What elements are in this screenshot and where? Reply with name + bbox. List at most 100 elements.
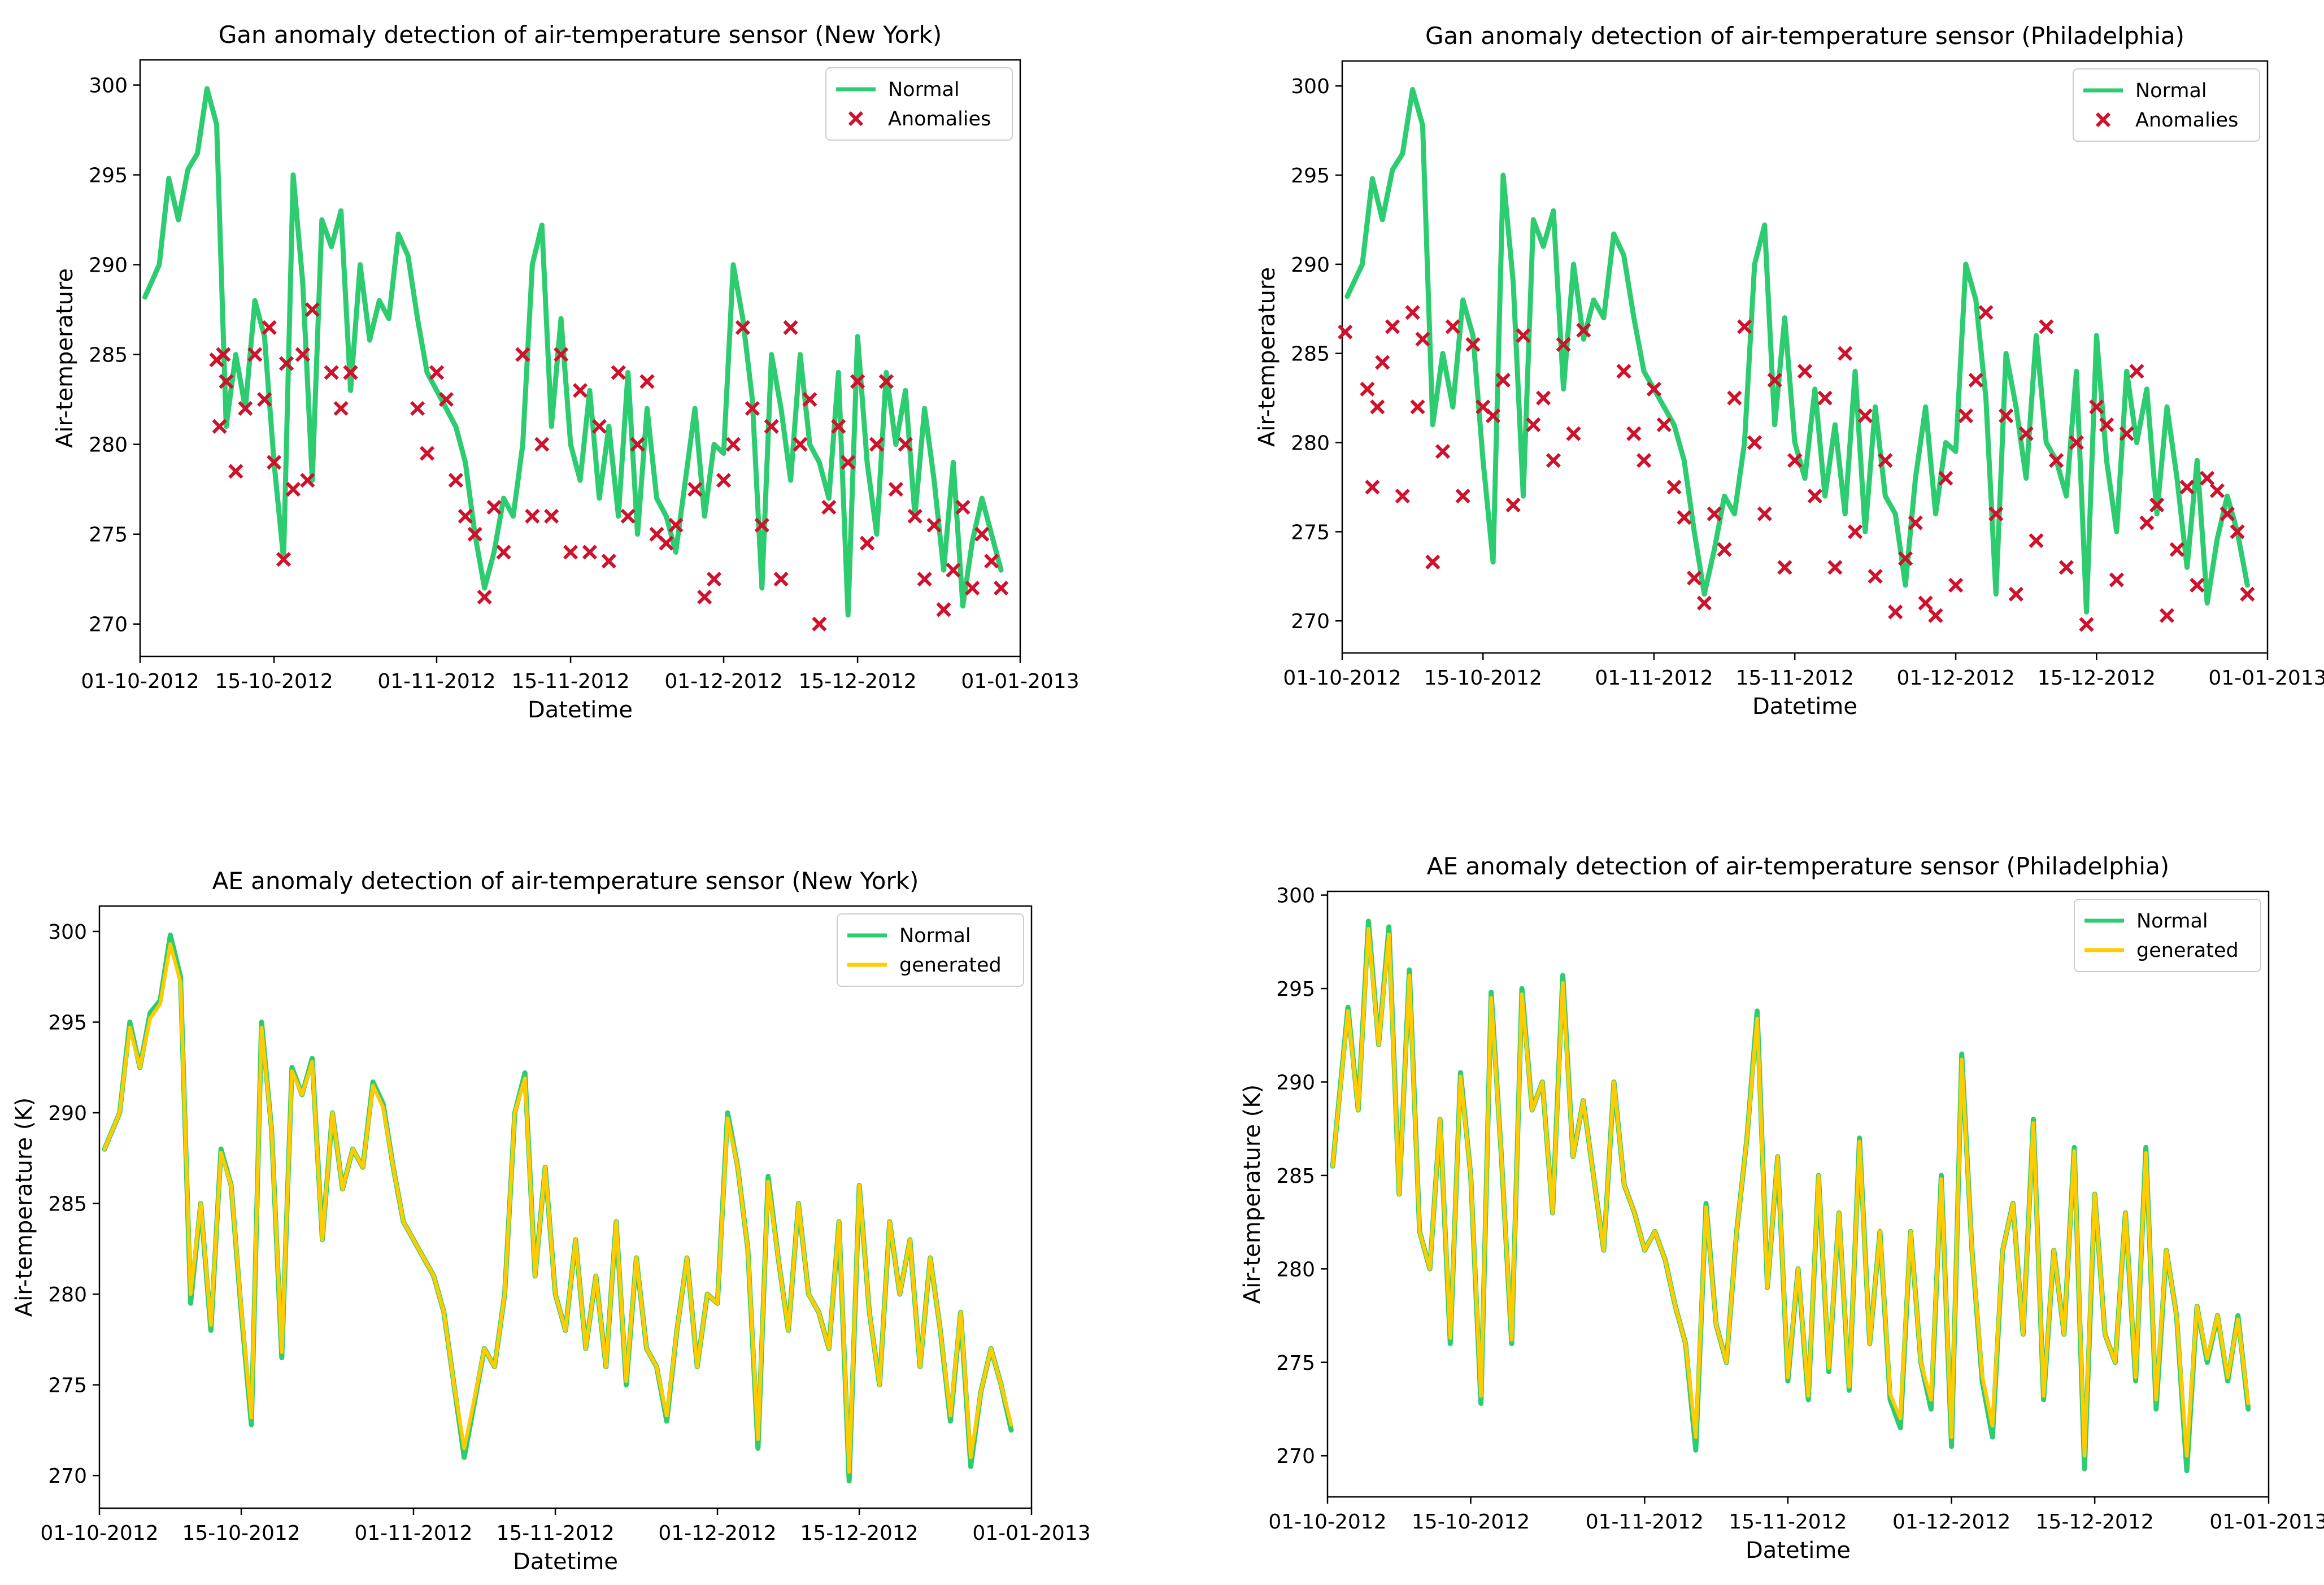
anomaly-marker bbox=[1817, 390, 1833, 406]
anomaly-marker bbox=[2129, 364, 2144, 379]
anomaly-marker-stroke bbox=[965, 581, 980, 596]
anomaly-marker-stroke bbox=[793, 437, 808, 452]
series-line-generated bbox=[102, 942, 1013, 1474]
anomaly-marker bbox=[773, 572, 789, 587]
y-tick-label: 285 bbox=[48, 1193, 87, 1216]
anomaly-marker-stroke bbox=[1415, 332, 1430, 347]
anomaly-marker-stroke bbox=[2219, 506, 2235, 521]
legend-box bbox=[2073, 68, 2260, 142]
x-tick-label: 01-12-2012 bbox=[658, 1522, 776, 1545]
anomaly-marker-stroke bbox=[716, 473, 732, 488]
anomaly-marker bbox=[2139, 515, 2155, 530]
anomaly-marker bbox=[2039, 319, 2054, 334]
x-tick-label: 01-12-2012 bbox=[1896, 667, 2014, 690]
anomaly-marker bbox=[262, 320, 277, 336]
anomaly-marker-stroke bbox=[262, 320, 277, 336]
anomaly-marker bbox=[2089, 399, 2104, 415]
anomaly-marker bbox=[955, 499, 970, 515]
anomaly-marker bbox=[754, 517, 769, 533]
anomaly-marker-stroke bbox=[955, 499, 970, 515]
y-axis-label: Air-temperature (K) bbox=[11, 1098, 37, 1317]
anomaly-marker bbox=[783, 320, 798, 336]
anomaly-marker bbox=[1838, 346, 1853, 361]
anomaly-marker bbox=[725, 437, 741, 452]
y-axis-label: Air-temperature bbox=[52, 268, 78, 448]
anomaly-marker-stroke bbox=[419, 446, 435, 461]
anomaly-marker bbox=[984, 554, 999, 569]
legend: Normal Anomalies bbox=[825, 67, 1013, 141]
anomaly-marker bbox=[1898, 551, 1913, 566]
anomaly-marker bbox=[2230, 524, 2245, 539]
anomaly-marker-stroke bbox=[2149, 497, 2165, 513]
anomaly-marker-stroke bbox=[1425, 554, 1440, 570]
anomaly-marker-stroke bbox=[1375, 355, 1390, 370]
chart-title: AE anomaly detection of air-temperature … bbox=[212, 867, 919, 895]
anomaly-marker bbox=[907, 508, 922, 524]
anomaly-marker-stroke bbox=[2119, 426, 2134, 441]
anomaly-marker bbox=[946, 563, 961, 578]
anomaly-marker-stroke bbox=[1485, 408, 1501, 424]
anomaly-marker bbox=[1360, 381, 1375, 397]
anomaly-marker-stroke bbox=[257, 392, 272, 407]
anomaly-marker-stroke bbox=[1646, 381, 1662, 397]
y-tick-label: 295 bbox=[89, 164, 128, 188]
y-tick-label: 295 bbox=[1291, 164, 1330, 188]
x-tick-label: 15-12-2012 bbox=[798, 670, 916, 693]
anomaly-marker-stroke bbox=[458, 508, 473, 524]
x-tick-label: 01-10-2012 bbox=[1283, 667, 1401, 690]
x-tick-label: 15-10-2012 bbox=[1424, 667, 1542, 690]
legend: Normal Anomalies bbox=[2073, 68, 2260, 142]
anomaly-marker-stroke bbox=[1948, 577, 1964, 593]
x-tick-label: 01-12-2012 bbox=[664, 670, 782, 693]
anomaly-marker bbox=[1415, 332, 1430, 347]
anomaly-marker-stroke bbox=[1797, 364, 1813, 379]
anomaly-marker bbox=[419, 446, 435, 461]
anomaly-marker-stroke bbox=[1777, 560, 1792, 575]
anomaly-marker-stroke bbox=[1465, 337, 1481, 352]
anomaly-marker-stroke bbox=[300, 473, 315, 488]
anomaly-marker bbox=[812, 616, 827, 632]
anomaly-marker-stroke bbox=[1857, 408, 1873, 424]
anomaly-marker bbox=[2169, 542, 2184, 558]
anomaly-marker-stroke bbox=[1998, 408, 2014, 424]
anomaly-marker-stroke bbox=[1455, 489, 1470, 504]
anomaly-marker bbox=[1425, 554, 1440, 570]
anomaly-marker bbox=[1566, 426, 1581, 441]
anomaly-marker-stroke bbox=[946, 563, 961, 578]
chart-title: Gan anomaly detection of air-temperature… bbox=[1425, 22, 2184, 50]
anomaly-marker-stroke bbox=[898, 437, 913, 452]
anomaly-marker bbox=[1968, 372, 1983, 388]
x-tick-label: 01-01-2013 bbox=[961, 670, 1079, 693]
anomaly-marker bbox=[639, 374, 655, 389]
anomaly-marker bbox=[534, 437, 550, 452]
anomaly-marker bbox=[1465, 337, 1481, 352]
anomaly-marker-stroke bbox=[534, 437, 550, 452]
anomaly-marker bbox=[898, 437, 913, 452]
anomaly-marker-stroke bbox=[2048, 452, 2064, 468]
anomaly-marker bbox=[295, 347, 311, 362]
anomaly-marker bbox=[2209, 483, 2225, 498]
anomaly-marker-stroke bbox=[1908, 515, 1923, 530]
anomaly-marker-stroke bbox=[496, 545, 511, 560]
anomaly-marker-stroke bbox=[563, 545, 578, 560]
anomaly-marker bbox=[1747, 435, 1762, 450]
anomaly-marker-stroke bbox=[601, 554, 616, 569]
anomaly-marker-stroke bbox=[285, 482, 301, 497]
anomaly-marker bbox=[965, 581, 980, 596]
anomaly-marker bbox=[2018, 426, 2034, 441]
anomaly-marker-stroke bbox=[1338, 324, 1353, 339]
anomaly-marker bbox=[601, 554, 616, 569]
anomaly-marker bbox=[745, 400, 760, 416]
anomaly-marker-stroke bbox=[2129, 364, 2144, 379]
anomaly-marker-stroke bbox=[295, 347, 311, 362]
anomaly-marker bbox=[486, 499, 502, 515]
anomaly-marker bbox=[1370, 399, 1385, 415]
anomaly-marker-stroke bbox=[802, 392, 817, 407]
anomaly-marker-stroke bbox=[1666, 480, 1682, 495]
anomaly-marker bbox=[716, 473, 732, 488]
anomaly-marker-stroke bbox=[783, 320, 798, 336]
anomaly-marker-stroke bbox=[1405, 304, 1420, 320]
anomaly-marker bbox=[2079, 617, 2094, 632]
anomaly-marker bbox=[1405, 304, 1420, 320]
anomaly-marker-stroke bbox=[859, 535, 875, 551]
